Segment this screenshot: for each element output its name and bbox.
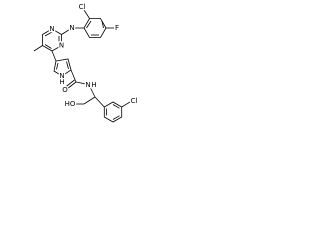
bond [83,96,96,105]
atom-label: Cl [79,3,86,11]
atom-label: H [59,78,64,86]
atom-label: N [69,24,74,32]
bond [83,9,90,19]
bond [51,50,57,62]
double-bond [44,44,52,49]
bond [75,81,87,85]
bond [94,96,105,108]
bond [66,81,77,90]
bond [61,27,73,35]
ring [53,58,72,77]
atom-label: N [85,81,90,89]
double-bond [101,20,104,29]
bonds [33,9,131,123]
bond [89,86,96,98]
double-bond [44,31,53,37]
bond [70,69,77,83]
double-bond [86,20,92,29]
atom-label: Cl [131,97,138,105]
atom-label: H [91,81,96,89]
double-bond [112,104,120,109]
atom-label: O [62,86,68,94]
atom-label: N [49,25,54,33]
bond [121,101,131,108]
atom-label: F [115,24,119,32]
double-bond [56,62,59,70]
bond [33,45,43,52]
ring [103,101,123,123]
atom-labels: Cl F N N N H N O N H HO Cl [48,2,139,110]
atom-label: N [59,72,64,80]
atom-label: N [59,42,64,50]
double-bond [65,79,75,88]
double-bond [66,61,69,70]
molecule: Cl F N N N H N O N H HO Cl [33,2,139,123]
double-bond [112,115,120,120]
atom-label: HO [65,100,76,108]
